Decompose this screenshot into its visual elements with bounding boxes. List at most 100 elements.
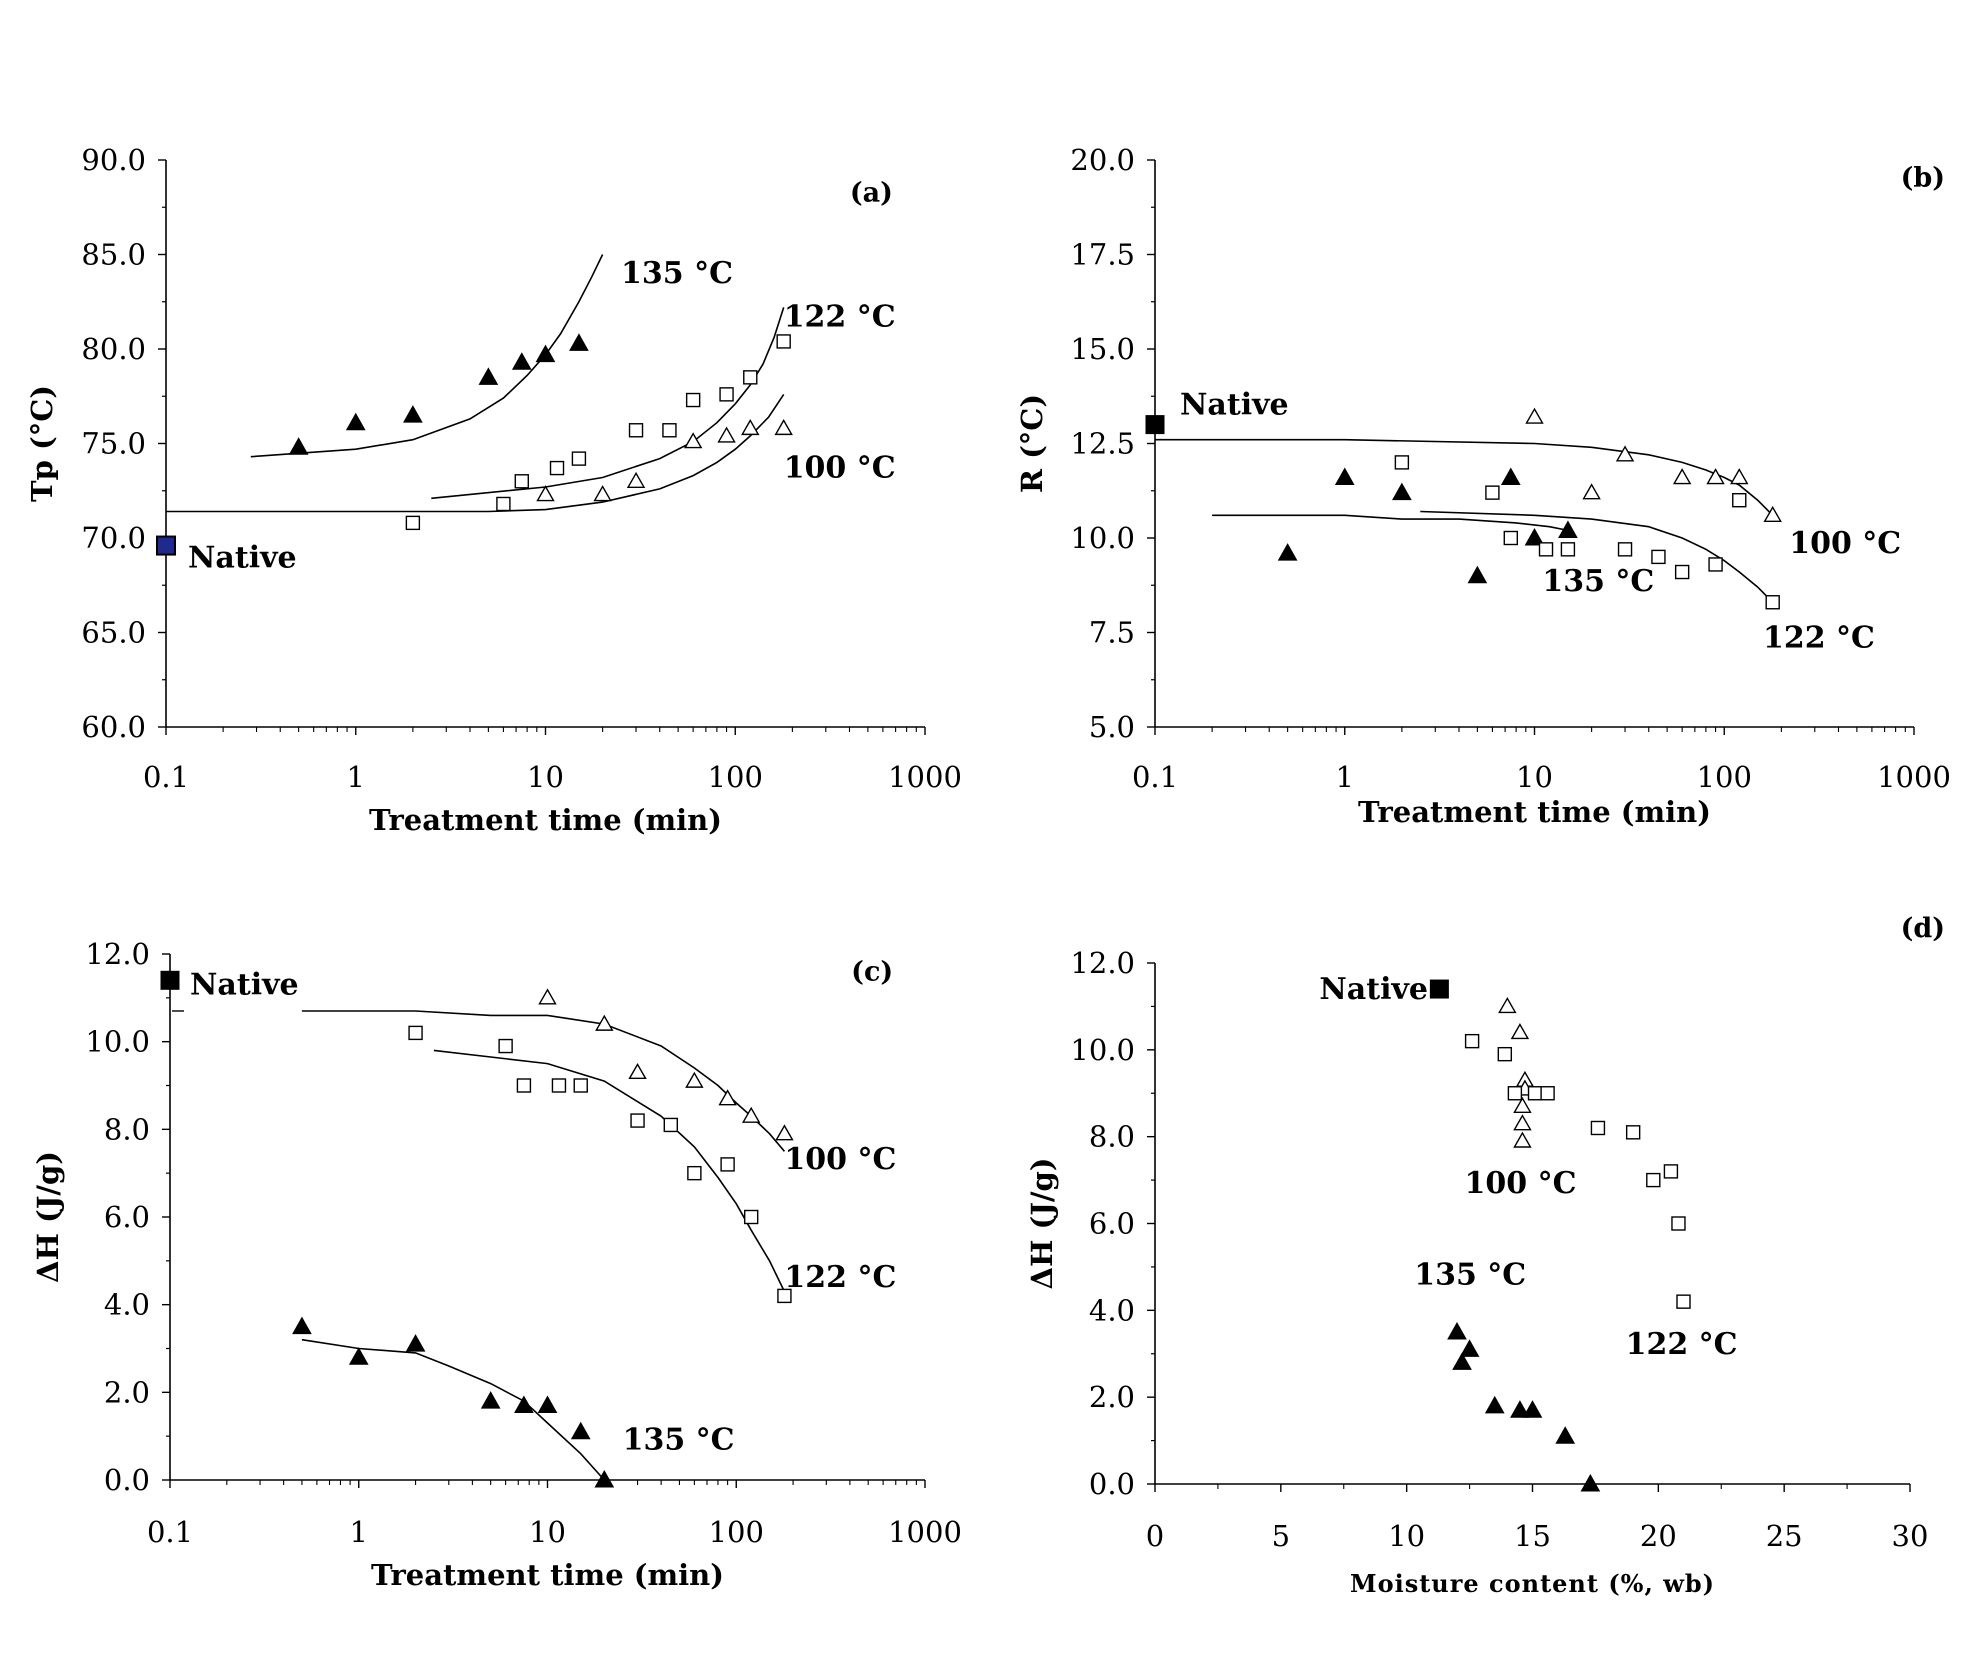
data-point-135c	[569, 333, 589, 351]
native-point	[1429, 979, 1449, 999]
y-tick-label: 12.5	[1070, 427, 1135, 461]
x-tick-label: 100	[1697, 760, 1752, 794]
panel-letter: (b)	[1901, 162, 1945, 193]
x-tick-label: 100	[708, 760, 763, 794]
data-point-135c	[348, 1347, 369, 1365]
data-point-135c	[1452, 1352, 1472, 1370]
data-point-100c	[718, 1089, 737, 1106]
fit-curve-100c	[1155, 438, 1774, 516]
data-point-135c	[403, 405, 423, 423]
data-point-135c	[1524, 527, 1545, 546]
data-point-122c	[1507, 1086, 1523, 1101]
y-tick-label: 60.0	[81, 710, 146, 744]
data-point-100c	[1706, 468, 1725, 485]
data-point-135c	[1522, 1400, 1543, 1418]
data-point-135c	[1334, 467, 1355, 486]
data-point-135c	[570, 1421, 591, 1440]
x-tick-label: 1000	[888, 1515, 962, 1549]
data-point-122c	[514, 474, 529, 489]
data-point-100c	[1763, 505, 1782, 523]
data-point-100c	[626, 471, 646, 488]
data-point-122c	[549, 460, 565, 476]
data-point-122c	[1663, 1164, 1679, 1179]
series-label: 122 °C	[1626, 1327, 1738, 1362]
data-point-135c	[292, 1316, 312, 1335]
data-point-122c	[743, 1209, 759, 1225]
y-axis-title: ΔH (J/g)	[1025, 1157, 1059, 1289]
data-point-122c	[516, 1078, 532, 1093]
x-tick-label: 1000	[888, 760, 962, 794]
data-point-122c	[776, 334, 791, 349]
chart-panel-d: 0.0 2.0 4.0 6.0 8.0 10.0 12.0 0 5 10 15 20 25 30 Moist…	[1025, 913, 1945, 1598]
y-tick-label: 8.0	[104, 1112, 150, 1146]
native-point	[156, 536, 176, 556]
data-point-135c	[1484, 1395, 1505, 1414]
data-point-135c	[480, 1391, 501, 1409]
data-point-100c	[538, 988, 557, 1005]
data-point-122c	[719, 387, 734, 402]
data-point-122c	[1394, 455, 1410, 470]
series-label: 122 °C	[784, 299, 896, 334]
data-point-122c	[630, 1113, 645, 1128]
data-point-122c	[1527, 1086, 1543, 1101]
fit-curve-122c	[1420, 510, 1774, 603]
data-point-122c	[662, 423, 677, 438]
y-tick-label: 10.0	[1070, 521, 1135, 555]
y-tick-label: 5.0	[1089, 710, 1135, 744]
y-axis-title: Tp (°C)	[25, 385, 59, 502]
data-point-122c	[551, 1078, 567, 1093]
data-point-100c	[1510, 1023, 1530, 1040]
data-point-122c	[1625, 1125, 1641, 1140]
y-tick-label: 4.0	[1089, 1293, 1135, 1327]
x-tick-label: 10	[527, 760, 564, 794]
data-point-122c	[405, 515, 421, 531]
data-point-135c	[345, 412, 366, 431]
y-tick-label: 10.0	[1070, 1033, 1135, 1067]
data-point-122c	[496, 496, 511, 512]
data-point-100c	[595, 1014, 614, 1031]
x-tick-label: 25	[1766, 1519, 1803, 1553]
native-label: Native	[1319, 972, 1428, 1007]
x-tick-label: 0.1	[147, 1515, 193, 1549]
data-point-122c	[685, 392, 701, 408]
x-tick-label: 100	[709, 1515, 764, 1549]
data-point-135c	[288, 437, 309, 455]
data-point-122c	[743, 370, 758, 385]
data-point-122c	[1671, 1216, 1686, 1231]
data-point-100c	[1525, 407, 1544, 424]
data-point-100c	[593, 485, 612, 502]
data-point-122c	[1503, 530, 1518, 546]
data-point-122c	[1646, 1172, 1661, 1188]
data-point-100c	[536, 485, 555, 502]
y-axis-title: R (°C)	[1015, 394, 1049, 493]
y-tick-label: 2.0	[104, 1375, 150, 1409]
panel-letter: (c)	[851, 956, 893, 987]
data-point-122c	[1464, 1033, 1480, 1049]
data-point-122c	[1765, 595, 1780, 610]
series-label: 135 °C	[623, 1422, 735, 1457]
fit-curve-122c	[433, 1049, 786, 1292]
y-tick-label: 17.5	[1070, 238, 1135, 272]
x-tick-label: 1000	[1877, 760, 1951, 794]
data-point-135c	[1500, 467, 1521, 486]
data-point-135c	[1467, 565, 1488, 584]
data-point-122c	[1538, 542, 1554, 557]
series-label: 100 °C	[1789, 526, 1901, 561]
native-point	[1145, 415, 1165, 435]
data-point-100c	[774, 418, 793, 436]
data-point-135c	[594, 1469, 615, 1488]
y-tick-label: 65.0	[81, 616, 146, 650]
data-point-122c	[1590, 1120, 1606, 1136]
data-point-122c	[628, 423, 644, 438]
data-point-122c	[1651, 549, 1666, 565]
data-point-122c	[408, 1025, 423, 1041]
data-point-100c	[1498, 997, 1517, 1014]
y-tick-label: 7.5	[1089, 616, 1135, 650]
fit-curve-135c	[301, 1338, 605, 1481]
x-tick-label: 1	[1336, 760, 1354, 794]
series-label: 100 °C	[784, 1142, 896, 1177]
x-tick-label: 0	[1146, 1519, 1164, 1553]
x-axis-title: Treatment time (min)	[1358, 795, 1711, 829]
data-point-135c	[537, 1395, 558, 1413]
data-point-122c	[1732, 493, 1747, 508]
